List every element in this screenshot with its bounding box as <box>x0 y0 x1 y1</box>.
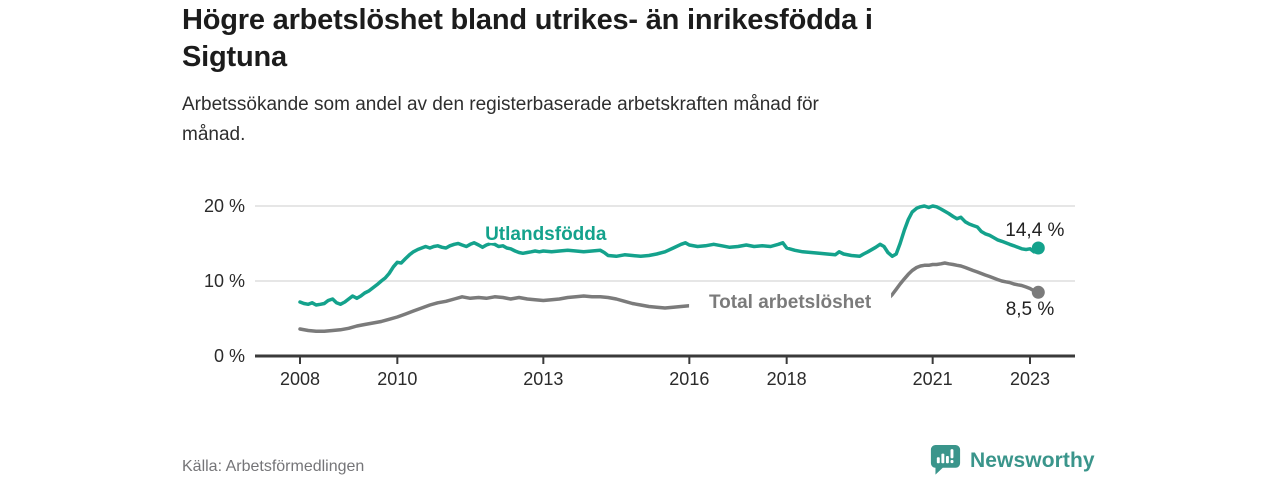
x-tick-label-2018: 2018 <box>767 369 807 389</box>
series-label-total: Total arbetslöshet <box>709 292 872 313</box>
x-tick-label-2010: 2010 <box>377 369 417 389</box>
newsworthy-logo-text: Newsworthy <box>970 448 1095 472</box>
series-line-utlandsfodda <box>298 204 1041 307</box>
chart-title: Högre arbetslöshet bland utrikes- än inr… <box>182 4 873 74</box>
newsworthy-logo: Newsworthy <box>930 444 1095 477</box>
x-tick-label-2013: 2013 <box>523 369 563 389</box>
x-tick-label-2016: 2016 <box>669 369 709 389</box>
x-tick-label-2023: 2023 <box>1010 369 1050 389</box>
chart-subtitle: Arbetssökande som andel av den registerb… <box>182 94 819 145</box>
x-tick-label-2008: 2008 <box>280 369 320 389</box>
chart-header: Högre arbetslöshet bland utrikes- än inr… <box>182 2 1102 149</box>
series-line-total <box>298 261 1041 334</box>
y-tick-label-0: 0 % <box>214 346 245 366</box>
series-end-dot-total <box>1031 285 1045 299</box>
series-label-mask-total <box>689 288 892 314</box>
y-tick-label-20: 20 % <box>204 196 245 216</box>
series-label-utlandsfodda: Utlandsfödda <box>485 224 607 245</box>
y-tick-label-10: 10 % <box>204 271 245 291</box>
series-value-label-utlandsfodda: 14,4 % <box>1005 220 1064 241</box>
series-value-label-total: 8,5 % <box>1006 299 1055 320</box>
series-end-dot-utlandsfodda <box>1031 241 1045 255</box>
newsworthy-logo-icon <box>930 445 961 475</box>
x-tick-label-2021: 2021 <box>913 369 953 389</box>
exclamation-bar <box>950 449 954 459</box>
exclamation-dot <box>950 460 954 464</box>
source-note: Källa: Arbetsförmedlingen <box>182 458 365 475</box>
